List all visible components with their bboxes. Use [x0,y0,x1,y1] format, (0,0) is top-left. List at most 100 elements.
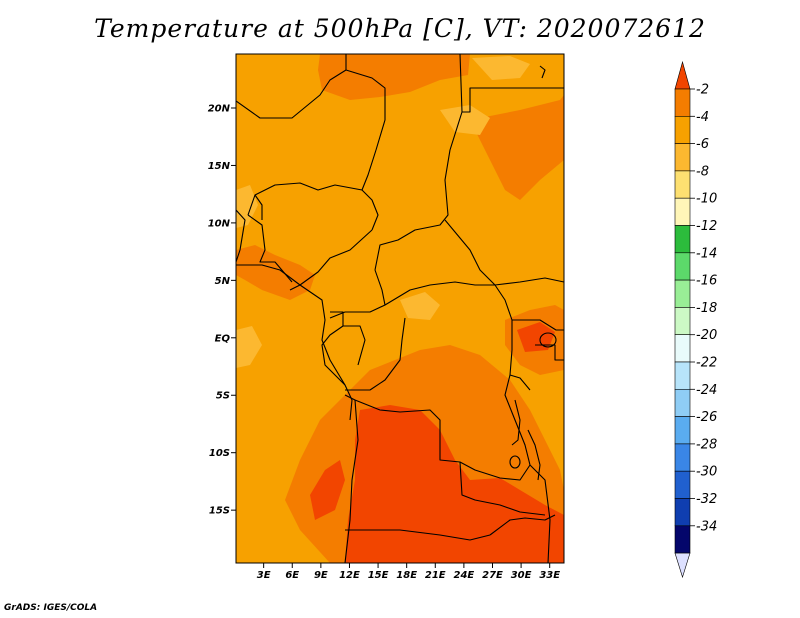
border-line [509,374,531,391]
lon-tick-label: 18E [396,570,417,581]
colorbar-swatch [674,225,691,254]
lon-tick-label: 24E [454,570,475,581]
lon-tick-label: 15E [368,570,389,581]
colorbar-swatch [674,416,691,445]
field-band-2 [310,460,345,520]
lat-tick-label: 15N [208,161,231,172]
colorbar-cap-bottom [674,552,691,579]
border-line [539,332,557,348]
colorbar-label: -6 [696,137,709,152]
colorbar-swatch [674,252,691,281]
colorbar-label: -14 [696,246,717,261]
colorbar-label: -20 [696,328,717,343]
colorbar-label: -26 [696,410,717,425]
lat-tick-label: 20N [208,104,231,115]
border-line [236,69,386,151]
colorbar-swatch [674,88,691,117]
border-line [384,281,495,306]
country-borders [236,54,564,563]
colorbar-swatch [674,498,691,527]
lon-tick-label: 33E [539,570,560,581]
colorbar-label: -34 [696,519,717,534]
border-line [374,111,463,271]
colorbar-label: -16 [696,274,717,289]
lon-tick-label: 21E [425,570,446,581]
lat-tick-label: 10S [209,448,230,459]
border-line [489,514,556,536]
border-line [527,429,541,481]
border-line [236,264,353,421]
colorbar-swatch [674,307,691,335]
border-line [330,311,366,366]
colorbar-label: -18 [696,301,717,316]
lat-axis: 20N 15N 10N 5N EQ 5S 10S 15S [208,104,236,517]
colorbar-label: -8 [696,164,709,179]
border-line [247,214,293,283]
border-line [254,194,263,220]
border-line [345,317,406,391]
lat-tick-label: EQ [215,333,231,344]
colorbar-swatch [674,388,691,417]
field-band-4 [236,245,315,300]
border-line [236,209,246,263]
colorbar-swatch [674,197,691,226]
lat-tick-label: 5S [216,391,230,402]
colorbar-label: -30 [696,465,717,480]
colorbar-label: -24 [696,383,717,398]
grads-credit: GrADS: IGES/COLA [4,603,98,613]
colorbar-cap-top [674,60,691,90]
colorbar-label: -12 [696,219,717,234]
colorbar-swatch [674,361,691,390]
lat-tick-label: 15S [209,506,230,517]
border-line [361,189,379,231]
map-frame [235,53,565,564]
field-band-8 [400,292,440,320]
temperature-field [236,54,564,563]
border-line [345,529,491,541]
border-line [344,394,531,481]
field-band-8 [440,105,490,135]
lon-tick-label: 9E [314,570,328,581]
field-band-2 [345,405,564,563]
field-band-4 [470,95,564,200]
colorbar-label: -22 [696,356,717,371]
lat-tick-label: 5N [215,276,231,287]
border-line [321,325,346,386]
border-line [459,54,564,113]
colorbar-label: -32 [696,492,717,507]
colorbar-swatch [674,143,691,172]
border-line [509,455,521,469]
border-line [344,399,359,563]
border-line [289,229,373,291]
border-line [459,461,546,516]
border-line [511,399,521,446]
border-line [512,319,564,331]
colorbar-swatch [674,116,691,144]
border-line [539,65,546,79]
border-line [247,149,377,216]
lon-tick-label: 6E [285,570,299,581]
colorbar-swatch [674,443,691,472]
colorbar-swatch [674,279,691,308]
colorbar-swatch [674,334,691,363]
lon-axis: 3E 6E 9E 12E 15E 18E 21E 24E 27E 30E 33E [257,563,560,581]
colorbar-swatch [674,470,691,499]
colorbar-label: -28 [696,437,717,452]
field-band-8 [236,326,262,368]
chart-title: Temperature at 500hPa [C], VT: 202007261… [94,14,706,43]
field-band-8 [236,185,258,228]
lon-tick-label: 12E [339,570,360,581]
field-band-4 [318,54,470,100]
field-band-8 [472,56,530,80]
border-line [529,464,551,563]
border-line [535,344,564,361]
lon-tick-label: 27E [482,570,503,581]
colorbar-swatch [674,170,691,199]
colorbar-label: -4 [696,110,709,125]
lon-tick-label: 3E [257,570,271,581]
lat-tick-label: 10N [208,218,231,229]
colorbar-swatch [674,525,691,554]
lon-tick-label: 30E [511,570,532,581]
colorbar-label: -10 [696,192,717,207]
